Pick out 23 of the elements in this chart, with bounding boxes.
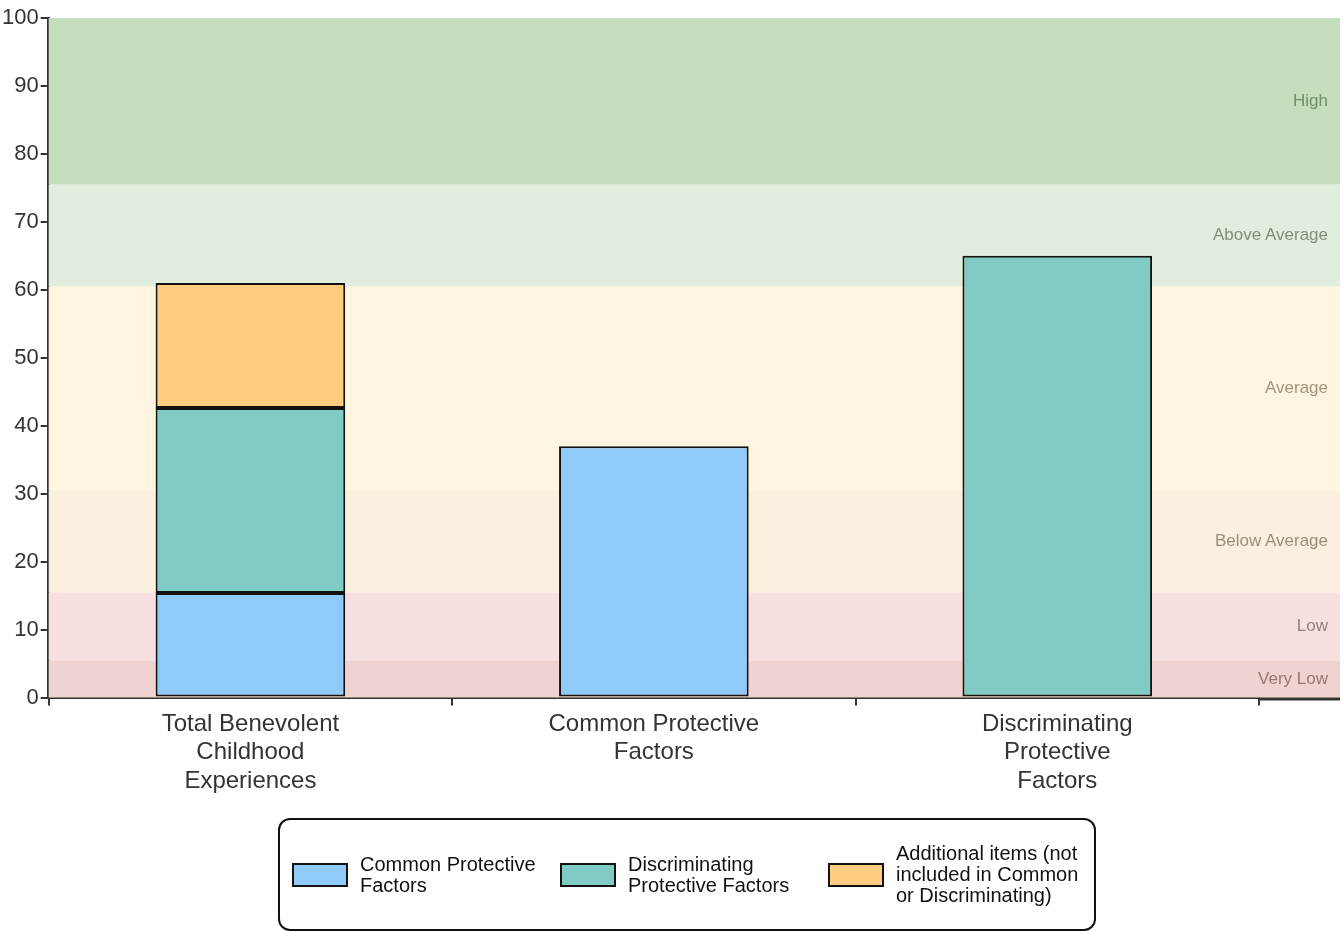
y-tick-label: 100 — [1, 4, 39, 30]
x-tick-label: Total Benevolent Childhood Experiences — [161, 708, 340, 794]
y-tick-label: 20 — [14, 547, 39, 573]
legend-label: Additional items (not included in Common or Discriminating) — [896, 842, 1080, 906]
y-tick-label: 50 — [14, 343, 39, 369]
x-tick-label: Discriminating Protective Factors — [981, 708, 1133, 794]
y-tick-label: 10 — [14, 615, 39, 641]
y-tick-label: 90 — [14, 72, 39, 98]
y-tick-label: 30 — [14, 479, 39, 505]
legend-label: Common Protective Factors — [360, 852, 537, 896]
band-label: Average — [1264, 378, 1328, 398]
band-label: Above Average — [1213, 225, 1328, 245]
y-tick-label: 40 — [14, 411, 39, 437]
y-tick-label: 60 — [14, 275, 39, 301]
band-label: High — [1293, 90, 1328, 110]
band-label: Low — [1296, 615, 1329, 635]
legend-label: Discriminating Protective Factors — [628, 852, 791, 896]
y-tick-label: 80 — [14, 139, 39, 165]
y-tick-label: 0 — [26, 683, 39, 709]
x-tick-label: Common Protective Factors — [548, 708, 760, 765]
band-label: Very Low — [1258, 668, 1329, 688]
band-label: Below Average — [1214, 530, 1328, 550]
y-tick-label: 70 — [14, 207, 39, 233]
